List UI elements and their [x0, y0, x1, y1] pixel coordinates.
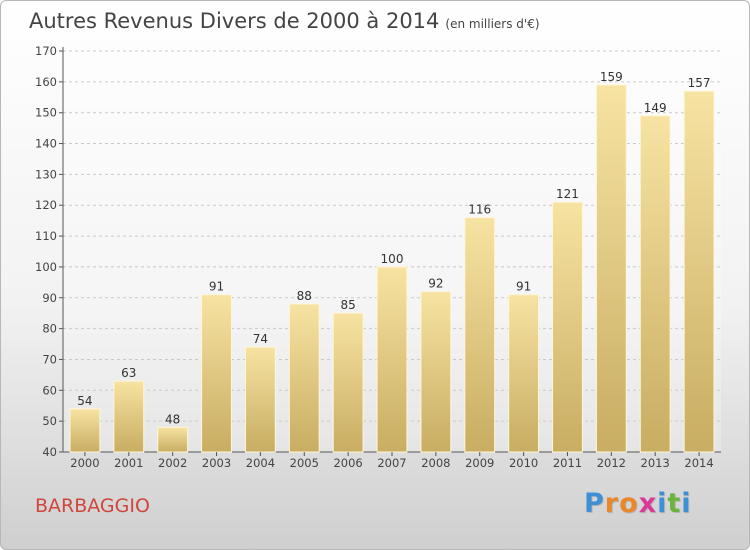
chart-title-text: Autres Revenus Divers de 2000 à 2014	[29, 9, 440, 33]
logo-letter: i	[657, 488, 668, 519]
bar	[376, 266, 408, 453]
bar-value-label: 88	[297, 289, 312, 303]
bar-value-label: 157	[688, 76, 711, 90]
x-tick-label: 2009	[465, 456, 494, 470]
bar-value-label: 54	[77, 394, 92, 408]
x-tick-label: 2006	[333, 456, 362, 470]
commune-name: BARBAGGIO	[35, 495, 150, 517]
bar	[288, 303, 320, 453]
y-tick-label: 150	[35, 106, 57, 120]
bar-value-label: 100	[381, 252, 404, 266]
x-tick-label: 2005	[290, 456, 319, 470]
y-tick-label: 170	[35, 44, 57, 58]
y-tick-label: 130	[35, 167, 57, 181]
logo-letter: t	[667, 488, 682, 519]
y-tick-label: 110	[35, 229, 57, 243]
bar	[595, 84, 627, 453]
bar-value-label: 159	[600, 70, 623, 84]
y-tick-label: 160	[35, 75, 57, 89]
x-tick-label: 2014	[684, 456, 713, 470]
y-tick-label: 80	[42, 322, 57, 336]
x-tick-label: 2013	[641, 456, 670, 470]
y-tick-label: 60	[42, 383, 57, 397]
bar	[639, 115, 671, 453]
bar	[157, 426, 189, 453]
bar	[113, 380, 145, 453]
bar-value-label: 85	[340, 298, 355, 312]
logo-letter: r	[604, 488, 620, 519]
bar	[201, 294, 232, 453]
bar	[69, 408, 101, 453]
bar	[508, 294, 540, 453]
bar-value-label: 63	[121, 366, 136, 380]
logo-letter: P	[584, 488, 605, 519]
proxiti-logo: Proxiti	[584, 488, 692, 519]
x-tick-label: 2010	[509, 456, 538, 470]
bar	[683, 90, 715, 453]
bar-value-label: 149	[644, 101, 667, 115]
bar	[552, 201, 583, 453]
bar	[244, 346, 276, 453]
y-tick-label: 120	[35, 198, 57, 212]
chart-title: Autres Revenus Divers de 2000 à 2014 (en …	[29, 9, 540, 33]
logo-letter: x	[638, 488, 658, 519]
bar	[332, 312, 364, 453]
y-tick-label: 100	[35, 260, 57, 274]
x-tick-label: 2001	[114, 456, 143, 470]
bar	[464, 217, 496, 453]
y-tick-label: 40	[42, 445, 57, 459]
logo-letter: i	[681, 488, 692, 519]
bar-value-label: 91	[209, 280, 224, 294]
x-tick-label: 2003	[202, 456, 231, 470]
x-tick-label: 2002	[158, 456, 187, 470]
x-tick-label: 2012	[597, 456, 626, 470]
bar-value-label: 92	[428, 277, 443, 291]
x-tick-label: 2011	[553, 456, 582, 470]
y-tick-label: 50	[42, 414, 57, 428]
bar-value-label: 116	[468, 203, 491, 217]
x-tick-label: 2008	[421, 456, 450, 470]
x-tick-label: 2000	[70, 456, 99, 470]
x-tick-label: 2007	[377, 456, 406, 470]
logo-letter: o	[619, 488, 639, 519]
bar-value-label: 91	[516, 280, 531, 294]
y-tick-label: 140	[35, 137, 57, 151]
bar-value-label: 48	[165, 412, 180, 426]
chart-subtitle: (en milliers d'€)	[445, 17, 540, 31]
bar	[420, 291, 452, 453]
y-tick-label: 90	[42, 291, 57, 305]
bar-value-label: 121	[556, 187, 579, 201]
y-tick-label: 70	[42, 352, 57, 366]
x-tick-label: 2004	[246, 456, 275, 470]
bar-value-label: 74	[253, 332, 268, 346]
